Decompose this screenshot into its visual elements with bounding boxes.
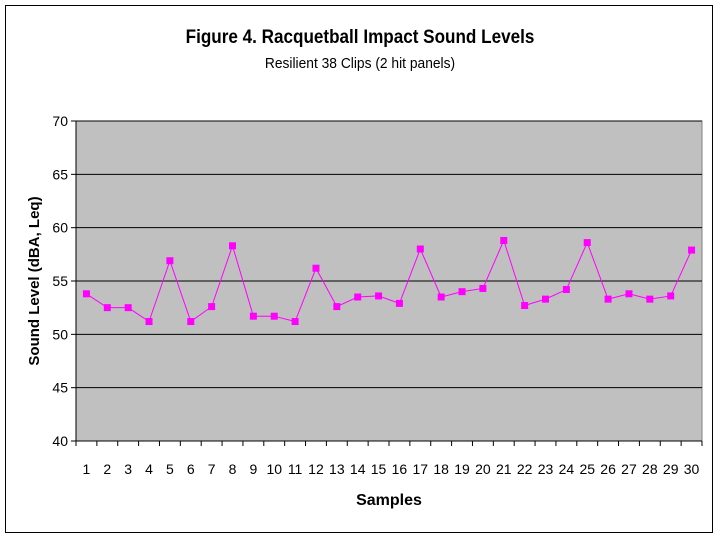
data-point (187, 318, 195, 326)
y-axis: 40 45 50 55 60 65 70 (52, 113, 77, 449)
data-point (646, 295, 654, 303)
data-point (103, 304, 111, 312)
x-tick-label: 22 (517, 461, 533, 477)
x-tick-label: 18 (433, 461, 449, 477)
data-point (542, 295, 549, 303)
y-axis-label: Sound Level (dBA, Leq) (26, 196, 43, 365)
series-line (86, 239, 693, 323)
data-point (583, 239, 591, 247)
x-axis: 1 2 3 4 5 6 7 8 9 10 11 12 13 14 15 16 17 18 19 20 21 22 23 24 2… (75, 440, 703, 477)
x-tick-label: 19 (454, 461, 470, 477)
x-tick-label: 27 (621, 461, 637, 477)
x-tick-label: 8 (229, 461, 237, 477)
x-tick-label: 5 (166, 461, 174, 477)
x-tick-label: 1 (83, 461, 91, 477)
data-point (688, 246, 696, 254)
data-point (82, 290, 90, 298)
data-point (395, 299, 403, 307)
y-tick-label: 45 (52, 380, 68, 396)
data-point (437, 293, 445, 301)
grid-lines (76, 120, 702, 389)
y-tick-label: 50 (52, 326, 68, 342)
y-tick-label: 40 (52, 433, 68, 449)
x-tick-label: 13 (329, 461, 345, 477)
x-tick-label: 3 (124, 461, 132, 477)
data-point (333, 303, 341, 311)
data-point (270, 312, 278, 320)
x-tick-label: 29 (663, 461, 679, 477)
x-tick-label: 28 (642, 461, 658, 477)
data-point (375, 292, 383, 300)
data-point (667, 292, 675, 300)
data-point (458, 288, 466, 296)
chart-title: Figure 4. Racquetball Impact Sound Level… (185, 27, 535, 48)
chart-subtitle: Resilient 38 Clips (2 hit panels) (264, 55, 456, 72)
data-point (354, 293, 362, 301)
x-tick-label: 2 (103, 461, 111, 477)
y-tick-label: 55 (52, 273, 68, 289)
x-tick-label: 11 (288, 461, 303, 477)
series-markers (82, 236, 696, 326)
x-tick-label: 24 (559, 461, 575, 477)
x-tick-label: 14 (350, 461, 366, 477)
data-point (208, 303, 216, 311)
x-tick-label: 17 (413, 461, 429, 477)
data-point (249, 312, 257, 320)
data-point (145, 318, 153, 326)
x-tick-label: 10 (266, 461, 282, 477)
x-tick-label: 20 (475, 461, 491, 477)
data-point (312, 264, 320, 272)
data-point (625, 290, 633, 298)
x-tick-label: 15 (371, 461, 387, 477)
data-point (562, 286, 570, 294)
x-axis-label: Samples (356, 492, 422, 509)
data-point (479, 284, 487, 292)
x-tick-label: 23 (538, 461, 554, 477)
data-point (229, 242, 236, 250)
data-point (291, 318, 299, 326)
x-tick-label: 9 (249, 461, 257, 477)
y-tick-label: 70 (52, 113, 68, 129)
data-point (500, 236, 508, 244)
data-point (166, 257, 174, 265)
x-tick-label: 21 (496, 461, 512, 477)
data-point (521, 302, 529, 310)
data-point (604, 295, 612, 303)
x-tick-label: 26 (600, 461, 616, 477)
y-tick-label: 60 (52, 220, 68, 236)
x-tick-label: 4 (145, 461, 153, 477)
y-tick-label: 65 (52, 166, 68, 182)
x-tick-label: 25 (579, 461, 595, 477)
x-tick-label: 30 (684, 461, 700, 477)
x-tick-label: 16 (392, 461, 408, 477)
x-tick-label: 12 (308, 461, 324, 477)
x-tick-label: 6 (187, 461, 195, 477)
data-point (416, 245, 424, 253)
x-tick-label: 7 (208, 461, 216, 477)
data-point (124, 304, 132, 312)
